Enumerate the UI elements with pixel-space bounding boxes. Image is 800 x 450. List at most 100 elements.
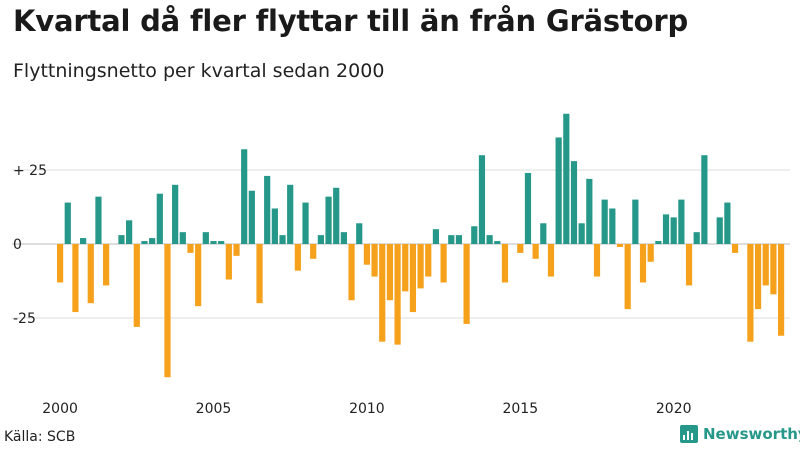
brand-logo[interactable]: Newsworthy [680,425,800,443]
bar [386,244,394,301]
bar [57,244,64,283]
bar [333,187,340,244]
bar [609,208,616,244]
bar [164,244,171,378]
bar [179,232,186,244]
y-tick-label: -25 [13,311,36,327]
bar [463,244,470,324]
bar [279,235,286,244]
bar [172,184,179,244]
bar [540,223,547,244]
x-tick-label: 2000 [42,401,78,417]
bar [601,199,608,244]
bar [432,229,440,244]
bar [156,193,163,244]
bar [187,244,194,253]
x-tick-label: 2020 [656,401,692,417]
bar [103,244,110,286]
bar [302,202,309,244]
bar [340,232,347,244]
bar [126,220,133,244]
bar [80,238,87,244]
x-tick-label: 2015 [502,401,538,417]
x-tick-label: 2005 [196,401,232,417]
bar [72,244,79,313]
bar [133,244,140,327]
bar [593,244,601,277]
bar [455,235,463,244]
bar [678,199,685,244]
bar [310,244,317,259]
bar [287,184,294,244]
bar [747,244,754,342]
x-tick-label: 2010 [349,401,385,417]
bar [724,202,731,244]
bar [647,244,654,262]
source-note: Källa: SCB [4,429,76,445]
bar [195,244,202,307]
bar [586,178,593,244]
bar [639,244,647,283]
bar [624,244,631,310]
bar [294,244,301,271]
bar [371,244,378,277]
bar [256,244,263,304]
bar [417,244,424,289]
bar [524,172,532,244]
bar [731,244,739,253]
bar [248,190,255,244]
bar [770,244,777,295]
y-tick-label: + 25 [13,163,47,179]
bar [685,244,693,286]
bar [363,244,370,265]
bar [517,244,524,253]
bar [716,217,723,244]
bar [440,244,447,283]
bar [655,241,662,244]
bar [448,235,455,244]
bar [379,244,386,342]
bar [478,155,486,244]
bar [141,241,148,244]
bar [118,235,125,244]
bar [402,244,409,292]
bar [563,113,570,244]
chart-subtitle: Flyttningsnetto per kvartal sedan 2000 [13,60,385,82]
chart-title: Kvartal då fler flyttar till än från Grä… [13,4,689,38]
bar [325,196,332,244]
bar [356,223,363,244]
bar [494,241,501,244]
bar [409,244,417,313]
bar [486,235,493,244]
bar [570,161,578,244]
bar [218,241,225,244]
bar [95,196,102,244]
bar [501,244,509,283]
bar [264,175,271,244]
bar [241,149,248,244]
bar-chart-icon [680,425,698,443]
bar [225,244,232,280]
bar [632,199,639,244]
bar [233,244,240,256]
bar [425,244,432,277]
bar [87,244,94,304]
bar [762,244,769,286]
bar [348,244,355,301]
bar [777,244,785,336]
bar [754,244,762,310]
bar [64,202,71,244]
bar [202,232,209,244]
bar [693,232,700,244]
bar [555,137,562,244]
brand-name: Newsworthy [703,425,800,443]
bar [210,241,217,244]
bar [394,244,401,345]
bar [578,223,585,244]
bar [662,214,670,244]
bar [317,235,324,244]
bar [670,217,677,244]
bar [271,208,278,244]
bar [532,244,539,259]
